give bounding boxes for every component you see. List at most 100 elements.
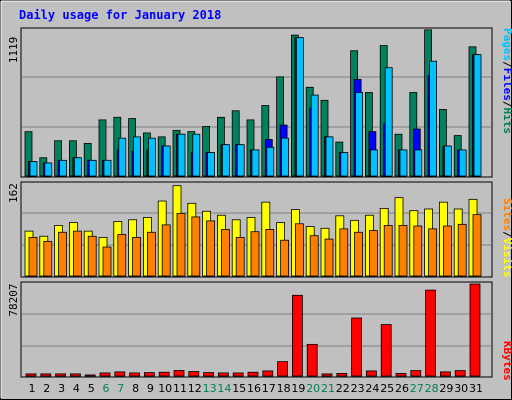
bar-sites-day-24 [368,230,378,277]
x-tick-label: 16 [247,382,261,395]
bar-pages-day-26 [399,149,408,177]
x-tick-label: 15 [232,382,246,395]
bar-pages-day-17 [266,146,275,177]
x-tick-label: 13 [203,382,217,395]
x-tick-label: 19 [291,382,305,395]
bar-kbytes-day-7 [114,371,126,377]
bar-kbytes-day-6 [99,372,111,377]
x-tick-label: 23 [351,382,365,395]
bar-kbytes-day-12 [188,371,200,377]
bar-pages-day-15 [236,144,245,177]
bar-sites-day-28 [428,228,438,277]
bar-pages-day-10 [162,145,171,177]
panel-hits-max-label: 1119 [7,37,20,64]
bar-kbytes-day-3 [55,373,66,377]
bar-sites-day-19 [294,223,304,277]
bar-sites-day-25 [383,225,393,277]
x-tick-label: 31 [469,382,483,395]
bar-sites-day-13 [206,220,216,277]
legend-part: Hits [501,108,512,135]
legend-part: Files [501,68,512,101]
x-tick-label: 26 [395,382,409,395]
bar-pages-day-4 [74,157,82,177]
legend-hits-files-pages: Pages/Files/Hits [501,28,512,134]
bar-sites-day-11 [176,213,186,277]
x-tick-label: 21 [321,382,335,395]
bar-pages-day-24 [369,149,378,177]
x-tick-label: 4 [73,382,80,395]
bar-sites-day-29 [442,225,452,277]
bar-sites-day-16 [250,231,260,277]
x-tick-label: 25 [380,382,394,395]
bars [24,29,482,377]
bar-sites-day-21 [324,238,334,277]
legend-part: / [501,101,512,108]
bar-kbytes-day-23 [351,317,363,377]
bar-sites-day-8 [132,236,142,277]
bar-kbytes-day-2 [40,373,52,377]
bar-pages-day-16 [251,149,260,177]
legend-part: Sites [501,198,512,231]
bar-kbytes-day-17 [262,370,274,377]
panel-kbytes-max-label: 78207 [7,283,20,316]
bar-kbytes-day-15 [232,372,244,377]
panel-kbytes-background [20,281,493,378]
bar-pages-day-12 [192,133,201,177]
bar-kbytes-day-8 [129,372,141,377]
bar-pages-day-5 [88,159,97,177]
x-tick-label: 10 [158,382,172,395]
bar-sites-day-30 [457,223,467,277]
bar-pages-day-2 [44,162,53,177]
x-tick-label: 2 [43,382,50,395]
bar-pages-day-3 [59,159,67,177]
bar-pages-day-20 [310,94,319,177]
x-tick-label: 20 [306,382,320,395]
bar-sites-day-5 [87,235,97,277]
bar-sites-day-3 [58,231,67,277]
bar-kbytes-day-10 [158,371,170,377]
bar-pages-day-28 [429,60,438,177]
bar-kbytes-day-11 [173,370,185,377]
bar-kbytes-day-21 [321,373,333,377]
legend-part: KBytes [501,341,512,381]
x-tick-label: 3 [58,382,65,395]
bar-kbytes-day-1 [25,373,37,377]
bar-kbytes-day-13 [203,372,215,377]
bar-pages-day-30 [458,149,467,177]
legend-part: / [501,61,512,68]
bar-kbytes-day-5 [84,374,96,377]
bar-sites-day-9 [146,231,156,277]
x-tick-label: 1 [29,382,36,395]
bar-sites-day-26 [398,225,408,277]
bar-kbytes-day-20 [306,343,318,377]
bar-sites-day-1 [28,236,38,277]
bar-pages-day-23 [355,92,364,177]
legend-visits-sites: Sites/Visits [501,198,512,278]
x-tick-label: 17 [262,382,276,395]
x-tick-label: 7 [117,382,124,395]
bar-pages-day-19 [295,37,304,177]
x-tick-label: 6 [103,382,110,395]
bar-pages-day-22 [340,152,349,177]
x-tick-label: 9 [147,382,154,395]
bar-sites-day-22 [339,228,349,277]
x-axis-labels: 1 2 3 4 5 6 7 8 9 10 11 12 13 14 15 16 17 18 19 20 21 22 23 24 2… [29,382,484,395]
bar-pages-day-31 [473,54,482,177]
x-tick-label: 24 [365,382,379,395]
bar-sites-day-18 [280,239,290,277]
x-tick-label: 14 [217,382,231,395]
bar-sites-day-6 [102,246,112,277]
bar-kbytes-day-30 [454,370,466,377]
bar-sites-day-14 [220,229,230,277]
legend-part: Pages [501,28,512,61]
bar-pages-day-8 [133,136,142,177]
bar-kbytes-day-22 [336,373,348,377]
bar-pages-day-29 [443,145,452,177]
bar-pages-day-13 [207,152,216,177]
bar-sites-day-2 [43,240,53,277]
bar-sites-day-31 [472,214,482,277]
x-tick-label: 29 [439,382,453,395]
bar-kbytes-day-24 [365,370,377,377]
x-tick-label: 28 [425,382,439,395]
bar-sites-day-4 [73,230,82,277]
